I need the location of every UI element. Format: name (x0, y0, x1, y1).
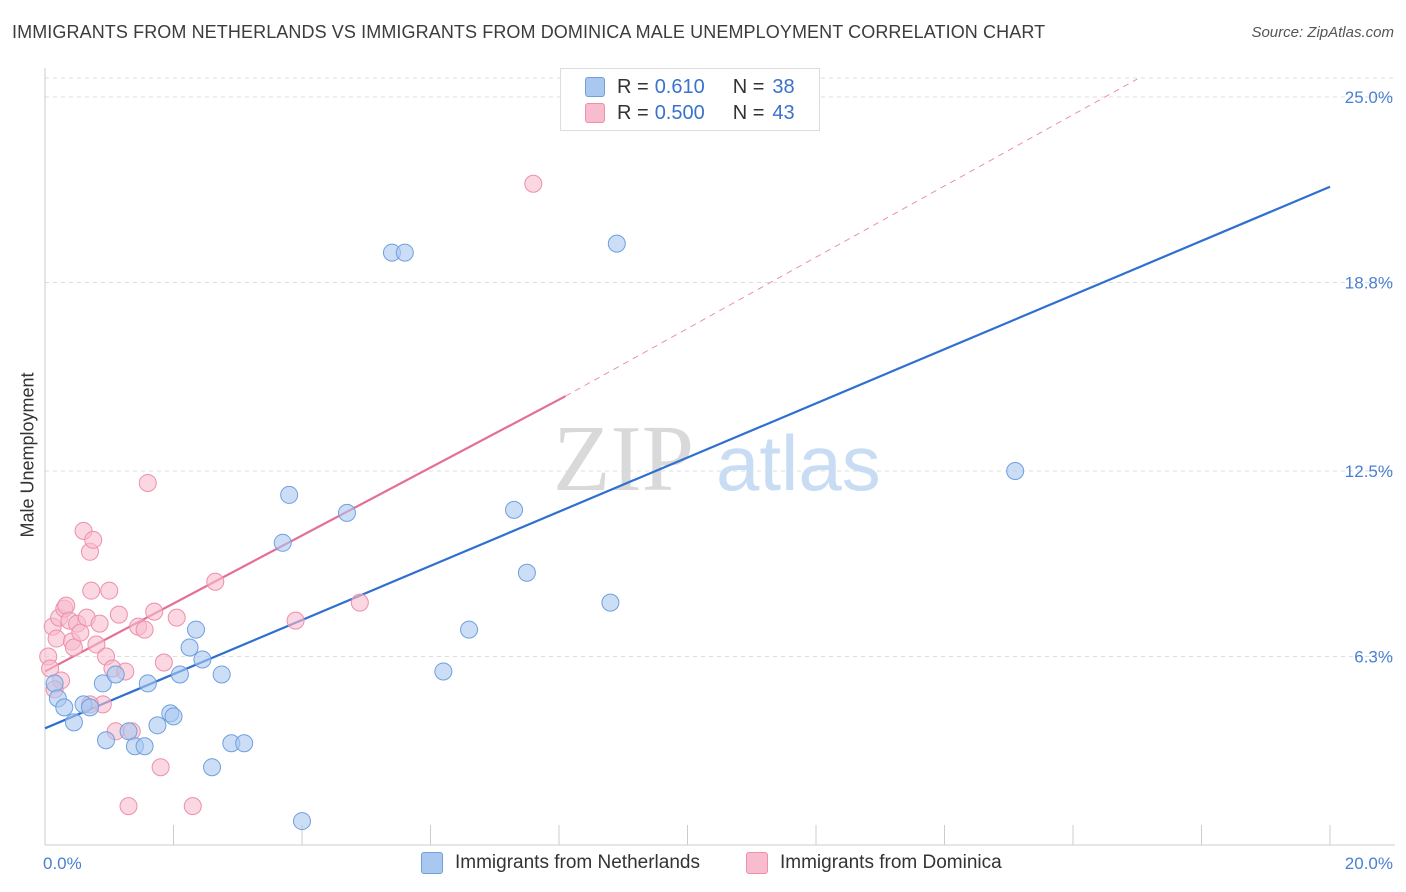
point-dominica (87, 635, 106, 654)
grid-lines (45, 77, 1395, 658)
point-dominica (183, 797, 202, 816)
trend-line-netherlands (44, 185, 1331, 730)
point-netherlands (64, 713, 83, 732)
point-netherlands (80, 698, 99, 717)
point-netherlands (337, 503, 356, 522)
point-netherlands (212, 665, 231, 684)
point-dominica (82, 581, 101, 600)
x-tick-labels: 0.0% 20.0% (43, 854, 1393, 873)
legend-swatch-pink (585, 103, 605, 123)
point-netherlands (460, 620, 479, 639)
trend-line-dominica-extension (565, 78, 1138, 397)
point-dominica (154, 653, 173, 672)
point-netherlands (434, 662, 453, 681)
legend-row-netherlands: R = 0.610 N = 38 (585, 74, 795, 100)
point-dominica (71, 623, 90, 642)
point-dominica (145, 602, 164, 621)
axes (44, 68, 1395, 846)
point-dominica (167, 608, 186, 627)
watermark: ZIP atlas (553, 407, 881, 511)
legend-n-value: 43 (772, 101, 795, 124)
point-dominica (151, 758, 170, 777)
point-netherlands (186, 620, 205, 639)
point-netherlands (517, 563, 536, 582)
point-netherlands (601, 593, 620, 612)
point-netherlands (293, 812, 311, 831)
point-netherlands (395, 243, 414, 262)
legend-r-value: 0.610 (654, 75, 705, 98)
series-swatch-pink (746, 852, 768, 874)
legend-n-value: 38 (772, 75, 795, 98)
point-dominica (64, 638, 83, 657)
point-netherlands (280, 485, 299, 504)
point-dominica (138, 473, 157, 492)
y-tick-label: 18.8% (1345, 274, 1393, 293)
legend-r-value: 0.500 (654, 101, 705, 124)
point-netherlands (235, 734, 254, 753)
y-tick-labels: 6.3% 12.5% 18.8% 25.0% (1345, 88, 1393, 667)
series-legend-dominica[interactable]: Immigrants from Dominica (746, 852, 1002, 874)
point-netherlands (203, 758, 222, 777)
y-tick-label: 25.0% (1345, 88, 1393, 107)
point-netherlands (180, 638, 199, 657)
x-tick-label: 20.0% (1345, 854, 1393, 873)
point-dominica (206, 572, 225, 591)
trend-lines (44, 78, 1331, 730)
point-netherlands (55, 698, 74, 717)
point-netherlands (607, 234, 626, 253)
source-label: Source: ZipAtlas.com (1251, 24, 1394, 41)
point-netherlands (1006, 462, 1025, 480)
x-tick-label: 0.0% (43, 854, 82, 873)
data-points (39, 174, 1025, 831)
series-legend-netherlands[interactable]: Immigrants from Netherlands (421, 852, 700, 874)
chart-title: IMMIGRANTS FROM NETHERLANDS VS IMMIGRANT… (12, 22, 1046, 42)
correlation-legend: R = 0.610 N = 38 R = 0.500 N = 43 (560, 68, 820, 131)
series-legend-label: Immigrants from Netherlands (455, 852, 700, 873)
point-netherlands (138, 674, 157, 693)
legend-r-label: R = (617, 75, 649, 98)
point-netherlands (93, 674, 112, 693)
point-netherlands (148, 716, 167, 735)
series-legend-label: Immigrants from Dominica (780, 852, 1002, 873)
legend-n-label: N = (732, 75, 765, 98)
point-netherlands (106, 665, 125, 684)
watermark-atlas: atlas (716, 419, 881, 507)
point-dominica (286, 611, 305, 630)
y-tick-label: 6.3% (1354, 648, 1393, 667)
point-netherlands (119, 722, 138, 741)
series-legend: Immigrants from Netherlands Immigrants f… (0, 852, 1406, 878)
point-dominica (100, 581, 119, 600)
point-netherlands (135, 737, 154, 756)
point-dominica (119, 797, 138, 816)
legend-r-label: R = (617, 101, 649, 124)
legend-row-dominica: R = 0.500 N = 43 (585, 100, 795, 126)
trend-line-dominica (44, 395, 566, 673)
point-netherlands (164, 707, 183, 726)
point-netherlands (193, 650, 212, 669)
watermark-zip: ZIP (553, 407, 694, 511)
point-netherlands (170, 665, 189, 684)
series-swatch-blue (421, 852, 443, 874)
point-dominica (135, 620, 154, 639)
point-dominica (524, 174, 543, 193)
point-netherlands (273, 533, 292, 552)
y-tick-label: 12.5% (1345, 462, 1393, 481)
point-netherlands (45, 674, 64, 693)
legend-swatch-blue (585, 77, 605, 97)
point-netherlands (97, 731, 116, 750)
point-dominica (90, 614, 109, 633)
point-dominica (57, 596, 76, 615)
point-dominica (350, 593, 369, 612)
point-dominica (109, 605, 128, 624)
legend-n-label: N = (732, 101, 765, 124)
point-dominica (47, 629, 66, 648)
point-dominica (84, 530, 103, 549)
point-netherlands (505, 500, 524, 519)
